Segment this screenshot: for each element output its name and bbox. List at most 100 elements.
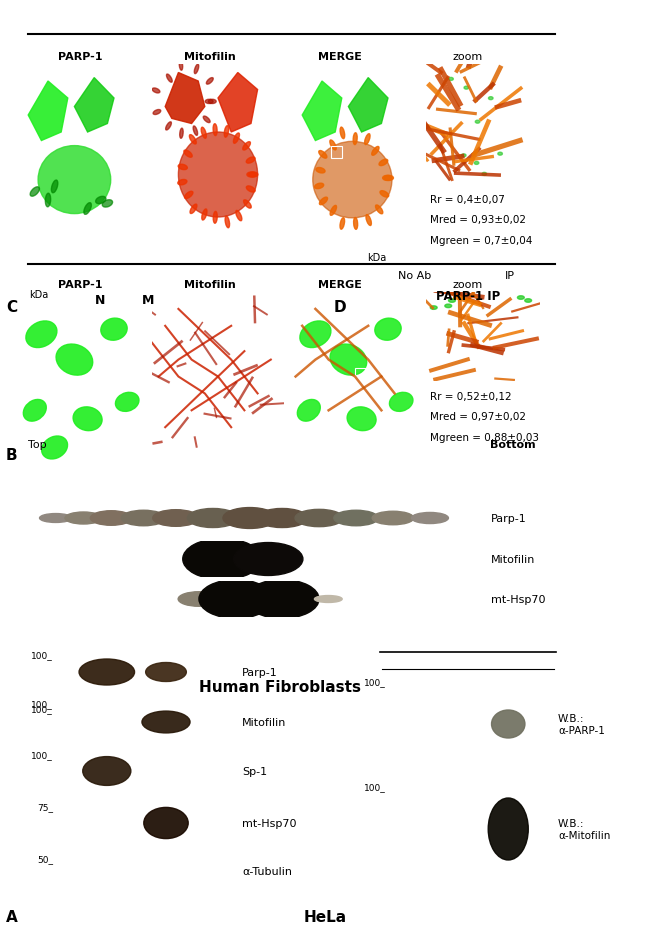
Ellipse shape — [183, 539, 261, 580]
Ellipse shape — [96, 197, 106, 205]
Text: MERGE: MERGE — [318, 52, 362, 62]
Polygon shape — [302, 82, 342, 141]
Ellipse shape — [295, 510, 343, 527]
Ellipse shape — [73, 407, 102, 431]
Ellipse shape — [249, 172, 258, 178]
Ellipse shape — [319, 197, 328, 206]
Ellipse shape — [233, 133, 239, 144]
Text: 100_: 100_ — [31, 651, 53, 659]
Ellipse shape — [178, 133, 257, 218]
Ellipse shape — [184, 151, 192, 159]
Ellipse shape — [205, 100, 213, 105]
Ellipse shape — [84, 203, 92, 215]
Ellipse shape — [245, 580, 319, 618]
Ellipse shape — [411, 513, 448, 524]
Ellipse shape — [179, 129, 183, 139]
Ellipse shape — [315, 184, 324, 189]
Ellipse shape — [318, 151, 327, 159]
Ellipse shape — [166, 75, 172, 83]
Ellipse shape — [491, 710, 525, 738]
Ellipse shape — [208, 100, 216, 105]
Ellipse shape — [189, 135, 196, 145]
Text: Mgreen = 0,88±0,03: Mgreen = 0,88±0,03 — [430, 432, 539, 442]
Polygon shape — [28, 82, 68, 141]
Text: M: M — [142, 294, 154, 307]
Ellipse shape — [376, 206, 383, 214]
Ellipse shape — [365, 134, 370, 146]
Text: 100_: 100_ — [364, 678, 386, 686]
Ellipse shape — [340, 128, 344, 139]
Ellipse shape — [223, 508, 276, 529]
Ellipse shape — [389, 393, 413, 412]
Text: zoom: zoom — [453, 280, 483, 289]
Ellipse shape — [23, 400, 46, 422]
Ellipse shape — [372, 512, 414, 526]
Ellipse shape — [202, 128, 206, 139]
Ellipse shape — [193, 127, 198, 136]
Ellipse shape — [297, 400, 320, 422]
Ellipse shape — [464, 87, 469, 90]
Ellipse shape — [101, 319, 127, 341]
Ellipse shape — [65, 513, 102, 525]
Text: kDa: kDa — [367, 253, 386, 262]
Ellipse shape — [517, 297, 525, 300]
Polygon shape — [348, 79, 388, 133]
Polygon shape — [165, 73, 205, 124]
Text: Mred = 0,93±0,02: Mred = 0,93±0,02 — [430, 215, 526, 225]
Ellipse shape — [40, 514, 72, 523]
Ellipse shape — [116, 393, 139, 412]
Ellipse shape — [42, 437, 68, 460]
Ellipse shape — [488, 97, 493, 100]
Ellipse shape — [244, 200, 252, 209]
Ellipse shape — [178, 180, 187, 185]
Text: Mitofilin: Mitofilin — [491, 554, 536, 565]
Text: Mitofilin: Mitofilin — [242, 717, 287, 727]
Text: D: D — [334, 299, 346, 314]
Ellipse shape — [202, 210, 207, 221]
Ellipse shape — [246, 158, 255, 164]
Ellipse shape — [313, 142, 392, 219]
Ellipse shape — [213, 212, 217, 224]
Ellipse shape — [330, 206, 337, 216]
Ellipse shape — [246, 186, 255, 193]
Ellipse shape — [30, 187, 40, 197]
Text: Rr = 0,4±0,07: Rr = 0,4±0,07 — [430, 195, 505, 205]
Polygon shape — [74, 79, 114, 133]
Ellipse shape — [46, 194, 51, 208]
Ellipse shape — [203, 117, 210, 123]
Ellipse shape — [38, 146, 110, 214]
Text: W.B.:
α-Mitofilin: W.B.: α-Mitofilin — [558, 819, 610, 840]
Ellipse shape — [384, 176, 393, 182]
Text: Mred = 0,97±0,02: Mred = 0,97±0,02 — [430, 412, 526, 422]
Ellipse shape — [194, 65, 199, 74]
Text: PARP-1: PARP-1 — [58, 280, 102, 289]
Ellipse shape — [242, 143, 250, 151]
Ellipse shape — [236, 211, 242, 222]
Text: Mgreen = 0,7±0,04: Mgreen = 0,7±0,04 — [430, 235, 532, 246]
Ellipse shape — [153, 510, 199, 527]
Ellipse shape — [102, 200, 112, 208]
Ellipse shape — [375, 319, 401, 341]
Ellipse shape — [315, 596, 342, 603]
Ellipse shape — [142, 711, 190, 733]
Text: PARP-1: PARP-1 — [58, 52, 102, 62]
Text: Parp-1: Parp-1 — [242, 667, 278, 678]
Ellipse shape — [187, 509, 238, 528]
Ellipse shape — [340, 219, 344, 230]
Text: kDa: kDa — [29, 289, 48, 299]
Ellipse shape — [166, 122, 172, 131]
Ellipse shape — [153, 110, 161, 115]
Text: 75_: 75_ — [37, 802, 53, 811]
Text: PARP-1 IP: PARP-1 IP — [436, 289, 500, 303]
Ellipse shape — [316, 169, 325, 173]
Text: Parp-1: Parp-1 — [491, 514, 526, 524]
Ellipse shape — [462, 155, 466, 158]
Ellipse shape — [475, 121, 480, 124]
Text: Mitofilin: Mitofilin — [184, 52, 236, 62]
Text: C: C — [6, 299, 17, 314]
Ellipse shape — [347, 407, 376, 431]
Text: mt-Hsp70: mt-Hsp70 — [242, 819, 296, 828]
Ellipse shape — [448, 299, 456, 303]
Ellipse shape — [224, 126, 229, 138]
Text: No Ab: No Ab — [398, 271, 432, 281]
